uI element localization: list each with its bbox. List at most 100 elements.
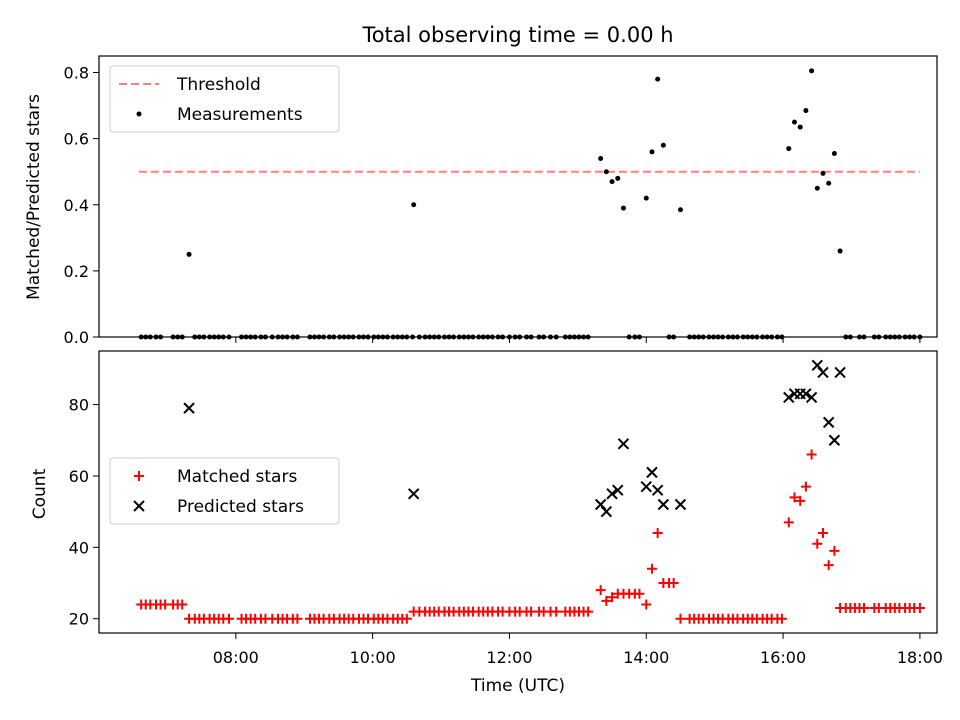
measurement-point	[609, 179, 615, 185]
matched-stars-point	[177, 599, 188, 610]
matched-stars-point	[800, 481, 811, 492]
predicted-stars-point	[817, 366, 829, 379]
predicted-stars-point	[783, 391, 795, 404]
measurement-point	[643, 195, 649, 201]
measurement-point	[791, 119, 797, 125]
measurement-point	[803, 108, 809, 114]
measurement-point	[826, 180, 832, 186]
count-marks	[136, 359, 925, 624]
predicted-stars-point	[612, 484, 624, 496]
measurement-point	[831, 151, 837, 157]
measurement-point	[786, 146, 792, 152]
matched-stars-point	[595, 585, 606, 596]
predicted-stars-point	[407, 488, 420, 500]
matched-stars-point	[223, 613, 234, 624]
ratio-y-axis-label: Matched/Predicted stars	[24, 94, 44, 300]
x-tick-label: 10:00	[350, 648, 396, 667]
matched-legend-label: Matched stars	[177, 467, 297, 487]
ratio-y-tick-label: 0.6	[64, 130, 89, 149]
matched-stars-point	[806, 449, 817, 460]
ratio-y-tick-label: 0.4	[64, 196, 89, 215]
measurement-point	[598, 155, 604, 161]
measurement-point	[660, 142, 666, 148]
matched-stars-point	[914, 603, 925, 614]
measurement-point	[809, 68, 815, 74]
x-tick-label: 16:00	[760, 648, 806, 667]
ratio-y-tick-label: 0.8	[64, 64, 89, 83]
matched-stars-point	[823, 560, 834, 571]
ratio-legend-box	[109, 65, 340, 133]
predicted-stars-point	[828, 434, 841, 446]
matched-stars-point	[652, 528, 663, 539]
matched-stars-point	[812, 538, 823, 549]
count-panel: 20 40 60 80 08:00 10:00 12:00 14:00 16:00 18:00 C…	[30, 350, 943, 696]
matched-stars-point	[795, 495, 806, 506]
ratio-axes: 0.0 0.2 0.4 0.6 0.8	[64, 64, 921, 347]
measurement-point	[411, 202, 417, 208]
predicted-stars-point	[657, 498, 670, 511]
measurement-point	[620, 205, 626, 211]
measurement-point	[814, 185, 820, 191]
x-tick-label: 12:00	[486, 648, 532, 667]
predicted-stars-point	[606, 488, 618, 500]
ratio-y-tick-label: 0.2	[64, 262, 89, 281]
count-y-tick-label: 40	[69, 538, 89, 557]
measurement-point	[677, 207, 683, 213]
matched-stars-point	[646, 563, 657, 574]
count-y-axis-label: Count	[30, 468, 50, 519]
x-tick-label: 18:00	[897, 648, 943, 667]
ratio-legend: Threshold Measurements	[109, 65, 340, 133]
count-plot-frame	[98, 350, 938, 634]
matched-stars-point	[607, 592, 618, 603]
ratio-y-tick-label: 0.0	[64, 328, 89, 347]
matched-stars-point	[829, 545, 840, 556]
measurement-point	[655, 76, 661, 82]
count-legend: Matched stars Predicted stars	[109, 457, 340, 525]
predicted-stars-point	[822, 416, 835, 429]
measurements-legend-label: Measurements	[177, 105, 303, 125]
measurement-point	[603, 169, 609, 175]
measurement-point	[820, 170, 826, 176]
measurement-point	[615, 175, 621, 181]
predicted-stars-point	[651, 484, 664, 496]
predicted-stars-point	[646, 466, 658, 479]
ratio-plot-frame	[98, 55, 938, 338]
matched-stars-point	[817, 528, 828, 539]
predicted-stars-point	[594, 498, 607, 511]
matched-stars-point	[401, 613, 412, 624]
matched-stars-point	[292, 613, 303, 624]
matched-stars-point	[634, 588, 645, 599]
predicted-stars-point	[834, 366, 846, 379]
matched-stars-point	[583, 606, 594, 617]
chart-title: Total observing time = 0.00 h	[361, 23, 673, 47]
predicted-stars-point	[640, 480, 652, 493]
matched-legend-swatch	[134, 471, 144, 481]
matched-stars-point	[641, 599, 652, 610]
predicted-legend-swatch	[133, 500, 145, 512]
matched-stars-point	[789, 492, 800, 503]
count-y-tick-label: 80	[69, 396, 89, 415]
predicted-stars-point	[617, 438, 630, 450]
threshold-legend-label: Threshold	[176, 75, 261, 95]
predicted-stars-point	[811, 359, 823, 371]
measurements-legend-swatch	[136, 111, 142, 117]
measurement-point	[186, 251, 192, 257]
x-tick-label: 08:00	[213, 648, 259, 667]
matched-stars-point	[783, 517, 794, 528]
measurement-point	[797, 124, 803, 130]
count-y-tick-label: 60	[69, 467, 89, 486]
predicted-legend-label: Predicted stars	[177, 497, 304, 517]
matched-stars-point	[551, 606, 562, 617]
predicted-stars-point	[183, 402, 195, 414]
matched-stars-point	[601, 595, 612, 606]
predicted-stars-point	[600, 505, 613, 518]
matched-stars-point	[859, 603, 870, 614]
matched-stars-point	[668, 578, 679, 589]
count-y-tick-label: 20	[69, 610, 89, 629]
matched-stars-point	[675, 613, 686, 624]
predicted-stars-point	[800, 388, 812, 400]
predicted-stars-point	[805, 391, 818, 404]
count-axes: 20 40 60 80 08:00 10:00 12:00 14:00 16:00 18:00	[69, 396, 943, 667]
measurement-point	[837, 248, 843, 254]
